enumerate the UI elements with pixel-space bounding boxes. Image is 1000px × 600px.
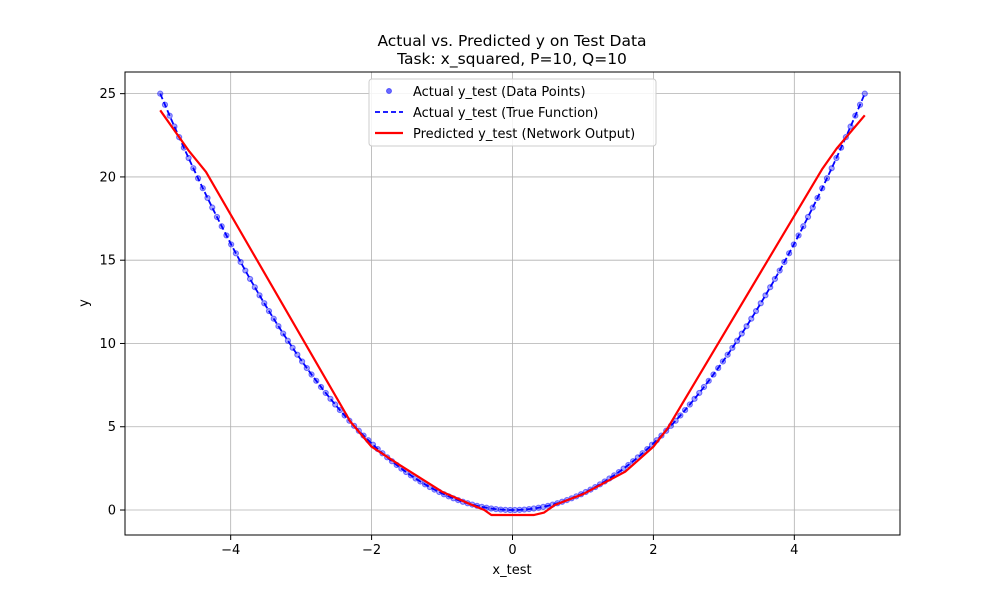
y-tick-label: 25: [99, 87, 116, 102]
y-tick-label: 0: [108, 504, 116, 519]
legend-label-data-points: Actual y_test (Data Points): [413, 85, 586, 100]
x-tick-label: 0: [508, 543, 516, 558]
legend-label-network-output: Predicted y_test (Network Output): [413, 127, 635, 142]
ticks: −4 −2 0 2 4 0 5 10 15 20 25: [99, 87, 798, 558]
data-point: [861, 90, 868, 97]
x-tick-label: 2: [649, 543, 657, 558]
legend-marker-data-points: [386, 88, 392, 94]
series-layer: [157, 90, 868, 517]
chart-title: Actual vs. Predicted y on Test Data: [377, 32, 646, 50]
x-tick-label: −2: [362, 543, 381, 558]
series-true-function-line: [159, 93, 866, 511]
legend: Actual y_test (Data Points) Actual y_tes…: [368, 78, 657, 147]
chart-subtitle: Task: x_squared, P=10, Q=10: [396, 50, 627, 69]
y-axis-label: y: [77, 299, 92, 307]
x-tick-label: −4: [221, 543, 240, 558]
series-predicted-line: [159, 109, 866, 517]
y-tick-label: 20: [99, 170, 116, 185]
y-tick-label: 5: [108, 420, 116, 435]
y-tick-label: 15: [99, 254, 116, 269]
y-tick-label: 10: [99, 337, 116, 352]
x-axis-label: x_test: [492, 563, 531, 578]
x-tick-label: 4: [790, 543, 798, 558]
legend-box: [368, 78, 657, 147]
legend-label-true-function: Actual y_test (True Function): [413, 106, 598, 121]
